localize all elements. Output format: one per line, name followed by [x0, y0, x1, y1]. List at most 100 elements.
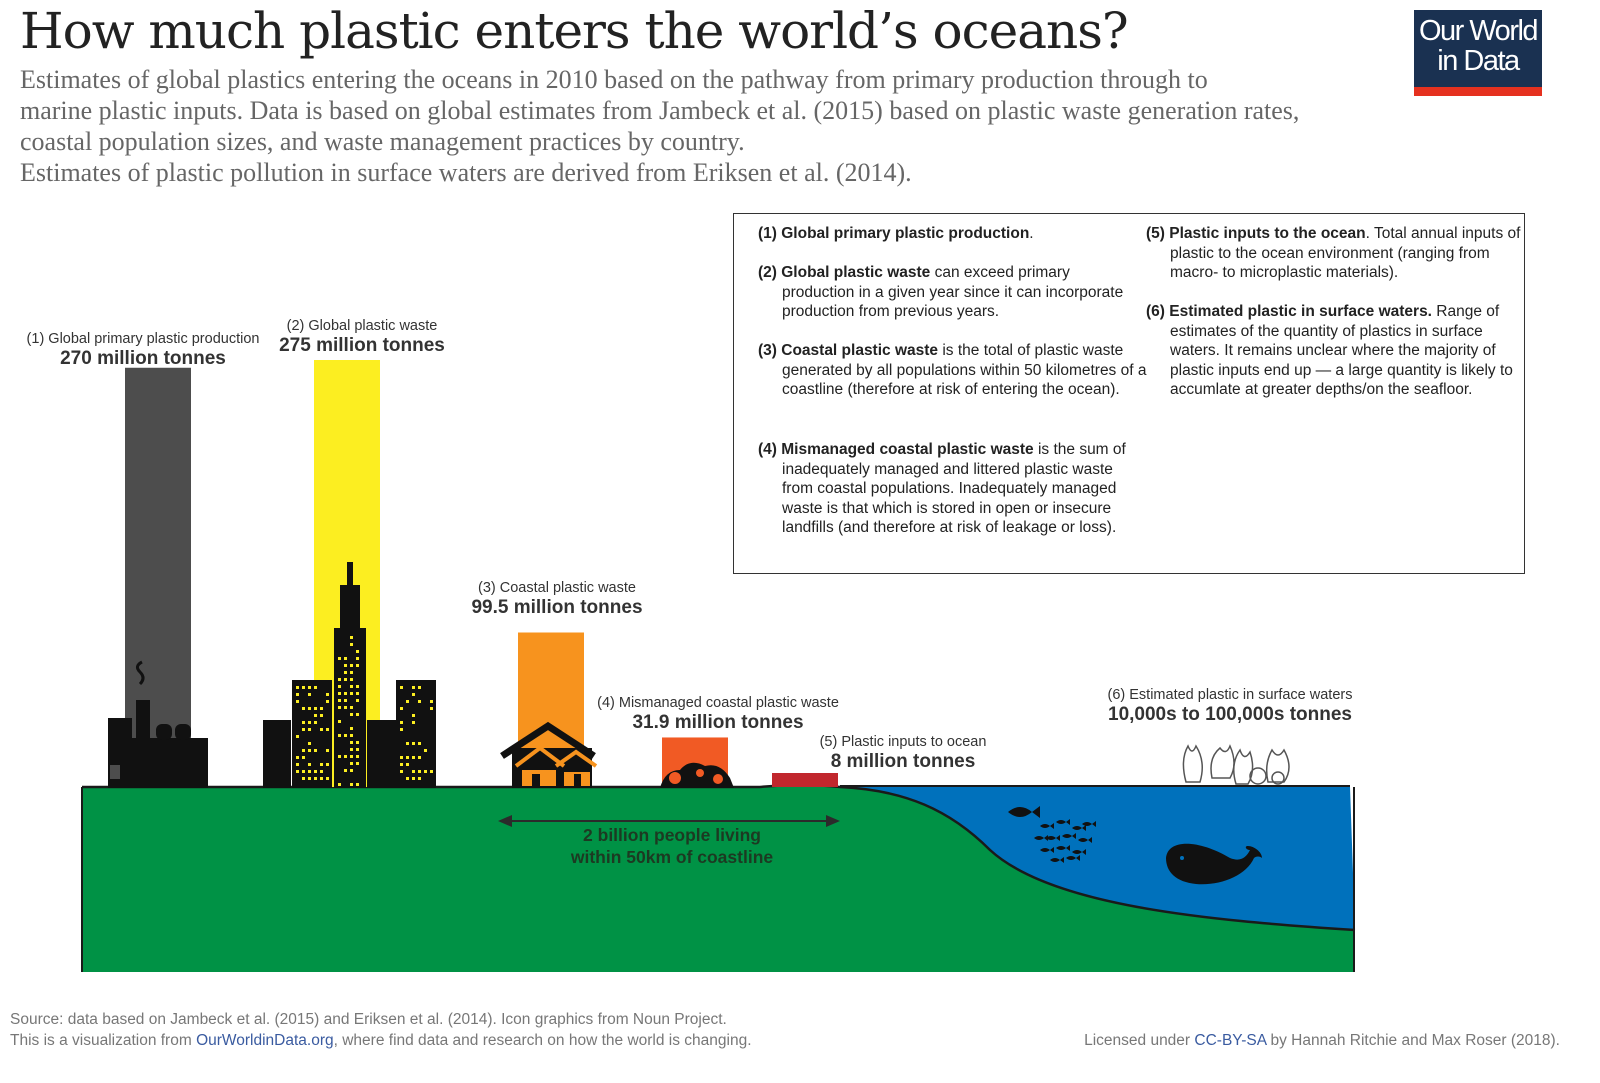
bar-category-label: (1) Global primary plastic production — [22, 331, 264, 347]
window-light — [356, 755, 359, 758]
window-light — [338, 706, 341, 709]
window-light — [412, 756, 415, 759]
window-light — [400, 770, 403, 773]
window-light — [412, 721, 415, 724]
license-link[interactable]: CC-BY-SA — [1194, 1032, 1266, 1049]
window-light — [430, 770, 433, 773]
window-light — [338, 699, 341, 702]
window-light — [344, 664, 347, 667]
window-light — [314, 686, 317, 689]
window-light — [314, 721, 317, 724]
window-light — [356, 762, 359, 765]
bar-value-label: 10,000s to 100,000s tonnes — [1095, 704, 1365, 726]
window-light — [418, 777, 421, 780]
window-light — [406, 763, 409, 766]
window-light — [302, 707, 305, 710]
window-light — [308, 742, 311, 745]
window-light — [356, 748, 359, 751]
window-light — [296, 763, 299, 766]
window-light — [314, 714, 317, 717]
definition-term: (3) Coastal plastic waste — [758, 342, 938, 359]
window-light — [412, 777, 415, 780]
window-light — [308, 721, 311, 724]
window-light — [350, 692, 353, 695]
window-light — [418, 742, 421, 745]
definition-text: . — [1029, 225, 1033, 242]
window-light — [338, 783, 341, 786]
window-light — [344, 692, 347, 695]
window-light — [356, 664, 359, 667]
annotation-line: 2 billion people living — [560, 824, 784, 846]
owid-link[interactable]: OurWorldinData.org — [196, 1032, 334, 1049]
definition-term: (2) Global plastic waste — [758, 264, 930, 281]
definition-item: (2) Global plastic waste can exceed prim… — [758, 263, 1128, 322]
window-light — [412, 770, 415, 773]
bar-value-label: 8 million tonnes — [808, 751, 998, 773]
window-light — [344, 699, 347, 702]
window-light — [344, 671, 347, 674]
window-light — [418, 756, 421, 759]
definitions-box: (1) Global primary plastic production. (… — [733, 213, 1525, 574]
definition-term: (5) Plastic inputs to the ocean — [1146, 225, 1366, 242]
window-light — [350, 678, 353, 681]
definition-item: (6) Estimated plastic in surface waters.… — [1146, 302, 1522, 400]
floating-plastic-icon — [1183, 746, 1289, 784]
window-light — [320, 707, 323, 710]
window-light — [400, 728, 403, 731]
bar-value-label: 99.5 million tonnes — [457, 597, 657, 619]
window-light — [302, 749, 305, 752]
window-light — [308, 707, 311, 710]
window-light — [308, 686, 311, 689]
definition-item: (4) Mismanaged coastal plastic waste is … — [758, 440, 1142, 538]
bar-value-label: 31.9 million tonnes — [588, 712, 848, 734]
window-light — [412, 686, 415, 689]
license-suffix: by Hannah Ritchie and Max Roser (2018). — [1266, 1032, 1560, 1049]
window-light — [350, 734, 353, 737]
window-light — [356, 692, 359, 695]
window-light — [320, 777, 323, 780]
window-light — [430, 700, 433, 703]
window-light — [338, 657, 341, 660]
window-light — [344, 657, 347, 660]
definition-item: (1) Global primary plastic production. — [758, 224, 1142, 244]
bar-label-6: (6) Estimated plastic in surface waters … — [1095, 687, 1365, 726]
window-light — [338, 755, 341, 758]
window-light — [350, 636, 353, 639]
city-skyline-icon — [263, 562, 436, 788]
bar-label-4: (4) Mismanaged coastal plastic waste 31.… — [588, 695, 848, 734]
bar-label-5: (5) Plastic inputs to ocean 8 million to… — [808, 734, 998, 773]
window-light — [326, 728, 329, 731]
bar-label-3: (3) Coastal plastic waste 99.5 million t… — [457, 580, 657, 619]
window-light — [320, 714, 323, 717]
definition-term: (1) Global primary plastic production — [758, 225, 1029, 242]
window-light — [308, 693, 311, 696]
window-light — [296, 686, 299, 689]
window-light — [350, 713, 353, 716]
window-light — [344, 734, 347, 737]
window-light — [406, 700, 409, 703]
window-light — [350, 685, 353, 688]
window-light — [356, 699, 359, 702]
window-light — [326, 693, 329, 696]
window-light — [350, 769, 353, 772]
window-light — [302, 686, 305, 689]
window-light — [350, 762, 353, 765]
bar-value-label: 275 million tonnes — [262, 335, 462, 357]
definition-term: (6) Estimated plastic in surface waters. — [1146, 303, 1432, 320]
window-light — [296, 735, 299, 738]
window-light — [350, 664, 353, 667]
definition-term: (4) Mismanaged coastal plastic waste — [758, 441, 1034, 458]
window-light — [430, 707, 433, 710]
window-light — [350, 643, 353, 646]
license-note: Licensed under CC-BY-SA by Hannah Ritchi… — [1084, 1032, 1560, 1050]
window-light — [350, 748, 353, 751]
window-light — [356, 685, 359, 688]
license-prefix: Licensed under — [1084, 1032, 1194, 1049]
bar-label-2: (2) Global plastic waste 275 million ton… — [262, 318, 462, 357]
window-light — [338, 692, 341, 695]
bar-category-label: (5) Plastic inputs to ocean — [808, 734, 998, 750]
window-light — [302, 721, 305, 724]
window-light — [308, 749, 311, 752]
window-light — [412, 693, 415, 696]
window-light — [400, 707, 403, 710]
